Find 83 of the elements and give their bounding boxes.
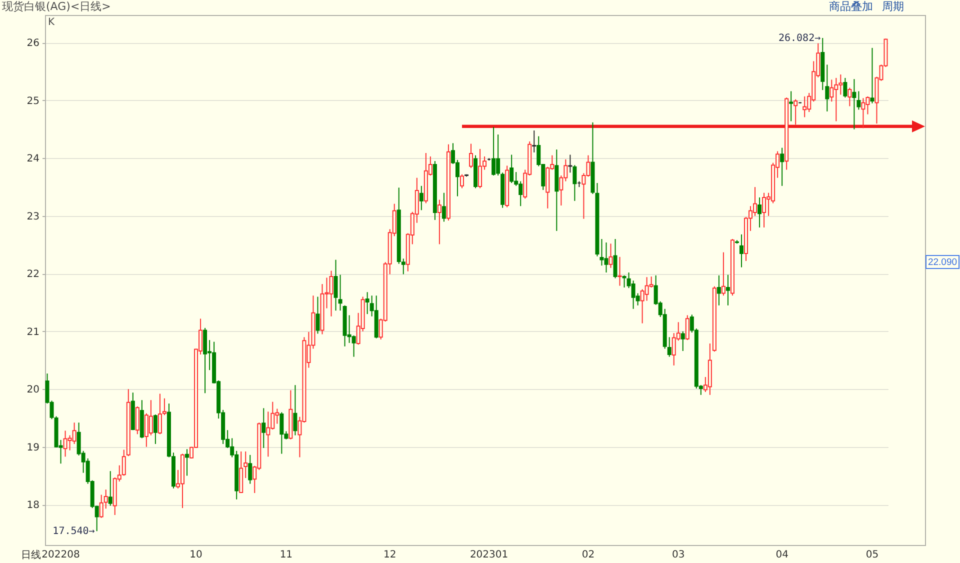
candlestick (685, 314, 690, 341)
chart-title: 现货白银(AG)<日线> (2, 0, 111, 13)
candlestick (244, 450, 248, 479)
y-tick-label: 20 (26, 384, 40, 396)
candlestick (460, 174, 464, 189)
y-tick-label: 21 (26, 326, 40, 338)
y-tick-label: 24 (26, 154, 40, 165)
candlestick (419, 185, 424, 211)
candlestick (122, 449, 126, 476)
candlestick (510, 154, 514, 184)
candlestick (262, 408, 266, 449)
candlestick (680, 330, 685, 352)
candlestick (825, 64, 830, 112)
candlestick (469, 143, 474, 168)
candlestick (148, 400, 153, 436)
y-tick-label: 23 (26, 211, 40, 222)
y-tick-label: 18 (26, 500, 40, 512)
y-tick-label: 25 (26, 96, 40, 107)
x-tick-label: 05 (866, 550, 879, 560)
candlestick (572, 164, 577, 202)
candlestick (613, 238, 618, 279)
text: 商品叠加 (829, 0, 873, 13)
candlestick (726, 274, 730, 306)
candlestick (568, 154, 572, 174)
candlestick (248, 454, 252, 484)
candlestick (852, 78, 856, 130)
candlestick (135, 406, 140, 435)
candlestick (758, 196, 762, 228)
candlestick (72, 422, 76, 444)
candlestick (861, 98, 866, 129)
candlestick (352, 334, 356, 358)
candlestick (280, 412, 284, 454)
candlestick (618, 256, 622, 286)
candlestick (338, 274, 342, 312)
candlestick (365, 292, 370, 315)
text: 22.090 (928, 257, 958, 268)
candlestick (442, 192, 446, 222)
annotation: 26.082→ (778, 32, 821, 44)
candlestick (762, 192, 766, 228)
candlestick (830, 79, 834, 102)
candlestick (608, 243, 613, 268)
x-tick-label: 12 (383, 550, 396, 560)
candlestick (789, 90, 794, 122)
y-tick-label: 22 (26, 269, 40, 280)
candlestick (153, 414, 158, 444)
candlestick (316, 296, 320, 334)
candlestick (667, 336, 672, 358)
x-tick-label: 10 (190, 550, 202, 560)
candlestick (848, 87, 852, 107)
x-tick-label: 11 (280, 550, 293, 560)
candlestick (437, 199, 442, 245)
candlestick (266, 411, 270, 458)
candlestick (532, 130, 536, 153)
candlestick (108, 470, 112, 506)
candlestick (203, 327, 208, 394)
text: 周期 (882, 0, 904, 13)
annotation: K (48, 17, 55, 28)
candlestick (478, 148, 482, 189)
annotation: 17.540→ (52, 526, 95, 538)
candlestick (329, 270, 334, 317)
x-tick-label: 02 (582, 550, 595, 560)
x-tick-label: 04 (776, 550, 788, 560)
text: 日线 (21, 549, 41, 561)
y-tick-label: 26 (26, 38, 40, 50)
candlestick (802, 96, 807, 118)
candlestick (856, 90, 861, 110)
candlestick (843, 77, 848, 98)
candlestick (716, 274, 721, 306)
candlestick (780, 147, 784, 186)
y-tick-label: 19 (26, 442, 40, 454)
candlestick (492, 126, 496, 176)
x-tick-label: 202301 (470, 550, 508, 560)
candlestick (622, 274, 626, 288)
x-tick-label: 202208 (42, 550, 80, 560)
candlestick (739, 234, 744, 268)
candlestick (600, 238, 604, 266)
candlestick (293, 384, 298, 436)
candlestick (185, 448, 190, 476)
candlestick (721, 252, 726, 296)
candlestick (870, 47, 874, 104)
candlestick (334, 259, 338, 312)
candlestick (794, 98, 798, 126)
x-tick-label: 03 (672, 550, 685, 560)
